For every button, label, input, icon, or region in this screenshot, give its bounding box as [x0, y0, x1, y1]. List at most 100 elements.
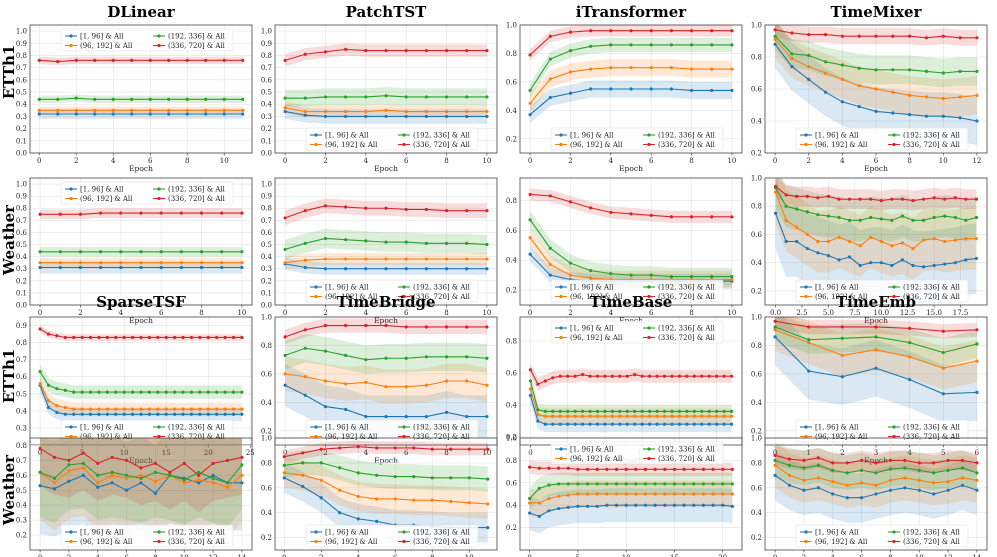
x-tick-label: 6	[859, 554, 864, 557]
data-point	[444, 325, 449, 329]
legend-label: (336, 720] & All	[168, 433, 226, 441]
subplot-15: 0.20.40.60.81.002468101214Epoch[1, 96] &…	[751, 435, 988, 557]
data-point	[837, 258, 841, 262]
row-label-2: ETTh1	[0, 349, 18, 404]
legend-marker	[892, 133, 896, 137]
data-point	[692, 374, 696, 378]
data-point	[56, 112, 60, 116]
y-tick-label: 0.2	[16, 532, 27, 540]
y-tick-label: 0.3	[16, 424, 27, 432]
data-point	[375, 473, 379, 477]
y-tick-label: 0.0	[16, 150, 27, 158]
data-point	[890, 197, 894, 201]
x-tick-label: 8	[430, 554, 434, 557]
x-tick-label: 12.5	[900, 309, 916, 317]
data-point	[485, 325, 489, 329]
data-point	[629, 43, 633, 47]
y-tick-label: 1.0	[261, 28, 272, 36]
x-axis-label: Epoch	[864, 164, 888, 173]
data-point	[795, 207, 799, 211]
confidence-band-series-0	[284, 462, 488, 543]
legend-label: (336, 720] & All	[168, 195, 226, 203]
data-point	[840, 100, 844, 104]
data-point	[610, 422, 614, 426]
confidence-band-series-3	[529, 460, 733, 477]
data-point	[206, 390, 210, 394]
data-point	[323, 267, 328, 271]
data-point	[197, 470, 201, 474]
data-point	[682, 482, 686, 486]
x-tick-label: 14	[972, 554, 981, 557]
x-tick-label: 10	[727, 157, 736, 165]
data-point	[975, 342, 979, 346]
data-point	[241, 108, 245, 112]
data-point	[283, 247, 287, 251]
data-point	[119, 250, 123, 254]
data-point	[603, 409, 607, 413]
y-tick-label: 0.2	[751, 287, 762, 295]
subplot-title: TimeBridge	[336, 293, 435, 311]
y-tick-label: 0.4	[506, 502, 518, 510]
data-point	[911, 198, 915, 203]
data-point	[63, 335, 67, 340]
data-point	[823, 90, 828, 94]
data-point	[528, 501, 532, 505]
data-point	[88, 390, 93, 394]
data-point	[99, 211, 103, 215]
x-tick-label: 1	[806, 449, 810, 457]
data-point	[692, 414, 696, 418]
data-point	[323, 349, 328, 353]
confidence-band-series-3	[530, 188, 732, 223]
data-point	[88, 335, 93, 340]
data-point	[879, 239, 883, 244]
confidence-band-series-1	[40, 376, 242, 416]
data-point	[730, 278, 734, 282]
data-point	[672, 492, 677, 496]
data-point	[888, 478, 893, 482]
subplot-title: iTransformer	[576, 3, 688, 21]
data-point	[964, 258, 968, 262]
data-point	[74, 108, 78, 112]
data-point	[721, 503, 725, 507]
data-point	[130, 412, 135, 416]
legend-label: [1, 96] & All	[80, 529, 124, 537]
confidence-band-series-0	[285, 104, 487, 124]
x-axis-label: Epoch	[374, 316, 398, 325]
data-point	[204, 58, 208, 62]
data-point	[153, 479, 158, 483]
legend-label: (96, 192] & All	[570, 455, 623, 463]
data-point	[908, 93, 912, 97]
data-point	[773, 473, 777, 477]
data-point	[189, 412, 194, 416]
data-point	[215, 335, 219, 340]
x-tick-label: 12	[972, 157, 981, 165]
data-point	[634, 467, 638, 471]
data-point	[547, 483, 551, 487]
data-point	[869, 261, 873, 265]
y-tick-label: 0.7	[261, 64, 272, 72]
data-point	[711, 492, 715, 496]
data-point	[869, 215, 873, 220]
data-point	[364, 206, 368, 210]
data-point	[888, 458, 893, 462]
data-point	[807, 341, 811, 345]
data-point	[67, 469, 71, 473]
data-point	[773, 463, 777, 467]
data-point	[344, 323, 348, 328]
y-tick-label: 0.8	[261, 459, 272, 467]
data-point	[164, 390, 168, 394]
y-tick-label: 0.4	[506, 107, 518, 115]
data-point	[130, 58, 134, 62]
data-point	[568, 30, 573, 34]
data-point	[148, 97, 152, 101]
data-point	[701, 503, 705, 507]
subplot-8: SparseTSF0.30.40.50.60.70.80.90510152025…	[16, 293, 255, 465]
data-point	[729, 414, 734, 418]
data-point	[97, 390, 101, 394]
data-point	[847, 197, 852, 201]
x-tick-label: 0	[38, 554, 42, 557]
data-point	[130, 390, 135, 394]
data-point	[404, 385, 408, 389]
data-point	[682, 492, 686, 496]
confidence-band-series-3	[285, 318, 487, 345]
